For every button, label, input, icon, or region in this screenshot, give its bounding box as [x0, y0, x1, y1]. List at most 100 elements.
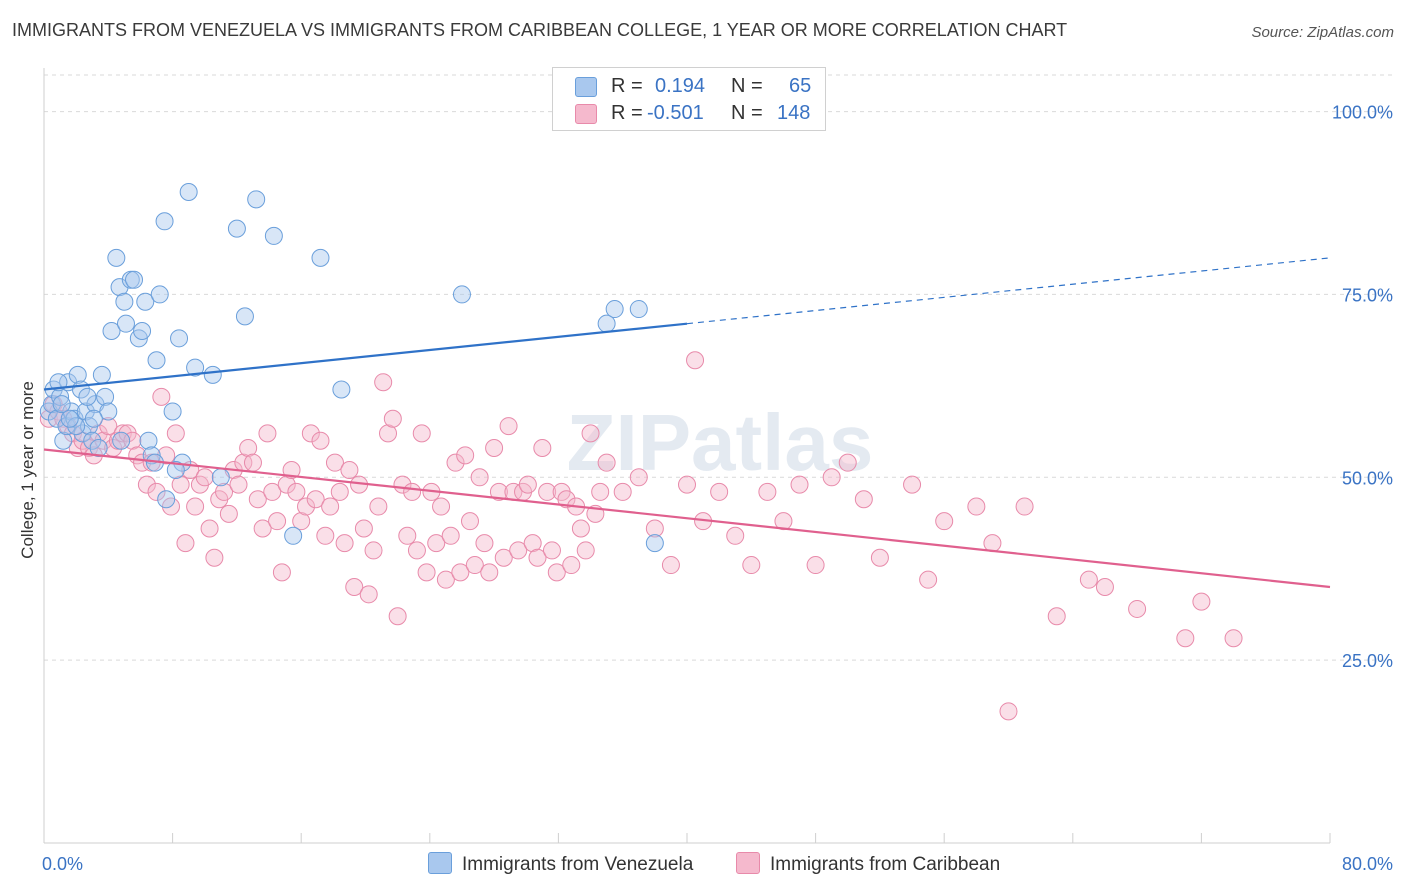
caribbean-point	[451, 563, 470, 582]
venezuela-point	[235, 307, 254, 326]
caribbean-point	[99, 417, 118, 436]
caribbean-point	[613, 482, 632, 501]
caribbean-point	[460, 512, 479, 531]
caribbean-point	[306, 490, 325, 509]
caribbean-point	[248, 490, 267, 509]
caribbean-point	[412, 424, 431, 443]
caribbean-point	[645, 519, 664, 538]
venezuela-point	[60, 409, 79, 428]
legend-r-label: R =	[611, 75, 643, 97]
watermark: ZIPatlas	[567, 398, 874, 487]
caribbean-point	[774, 512, 793, 531]
legend-n-value: 65	[789, 75, 812, 97]
caribbean-point	[200, 519, 219, 538]
legend-r-value: -0.501	[647, 102, 704, 124]
caribbean-point	[758, 482, 777, 501]
chart-title: IMMIGRANTS FROM VENEZUELA VS IMMIGRANTS …	[12, 20, 1068, 40]
caribbean-point	[316, 526, 335, 545]
venezuela-point	[83, 431, 102, 450]
venezuela-point	[89, 439, 108, 458]
caribbean-point	[335, 534, 354, 553]
caribbean-point	[369, 497, 388, 516]
caribbean-point	[571, 519, 590, 538]
y-tick-label: 25.0%	[1342, 651, 1393, 671]
caribbean-point	[806, 556, 825, 575]
venezuela-point	[147, 351, 166, 370]
caribbean-point	[499, 417, 518, 436]
caribbean-point	[557, 490, 576, 509]
venezuela-point	[186, 358, 205, 377]
caribbean-points	[39, 351, 1243, 721]
venezuela-point	[78, 387, 97, 406]
venezuela-point	[157, 490, 176, 509]
venezuela-point	[166, 460, 185, 479]
caribbean-point	[133, 453, 152, 472]
caribbean-point	[518, 475, 537, 494]
caribbean-point	[742, 556, 761, 575]
caribbean-point	[171, 475, 190, 494]
caribbean-point	[1176, 629, 1195, 648]
caribbean-point	[533, 439, 552, 458]
caribbean-point	[591, 482, 610, 501]
caribbean-point	[1095, 578, 1114, 596]
caribbean-point	[1015, 497, 1034, 516]
caribbean-point	[470, 468, 489, 487]
venezuela-point	[110, 278, 129, 297]
y-tick-label: 75.0%	[1342, 285, 1393, 305]
caribbean-point	[137, 475, 156, 494]
venezuela-point	[68, 365, 87, 384]
caribbean-point	[253, 519, 272, 538]
caribbean-point	[678, 475, 696, 494]
caribbean-point	[562, 556, 581, 575]
legend-r-value: 0.194	[655, 75, 706, 97]
venezuela-trend-line	[43, 322, 688, 391]
caribbean-point	[301, 424, 320, 443]
venezuela-point	[112, 431, 131, 450]
caribbean-point	[268, 512, 287, 531]
caribbean-point	[157, 446, 176, 465]
caribbean-point	[1192, 592, 1211, 611]
caribbean-point	[538, 482, 557, 501]
bottom-legend-label: Immigrants from Venezuela	[462, 854, 694, 875]
venezuela-point	[150, 285, 169, 304]
caribbean-point	[854, 490, 873, 509]
caribbean-point	[152, 387, 171, 406]
venezuela-point	[92, 365, 111, 384]
caribbean-point	[176, 534, 195, 553]
legend-r-label: R =	[611, 102, 643, 124]
venezuela-point	[629, 300, 648, 319]
bottom-swatch-venezuela	[428, 852, 452, 874]
caribbean-point	[686, 351, 705, 370]
bottom-swatch-caribbean	[736, 852, 760, 874]
venezuela-point	[139, 431, 158, 450]
caribbean-point	[321, 497, 340, 516]
caribbean-point	[1128, 599, 1147, 618]
caribbean-point	[838, 453, 857, 472]
caribbean-point	[494, 548, 513, 567]
venezuela-point	[227, 219, 246, 238]
venezuela-point	[102, 322, 121, 340]
caribbean-point	[147, 482, 166, 501]
caribbean-point	[345, 578, 364, 596]
y-axis-label: College, 1 year or more	[18, 381, 37, 559]
tick-labels: 25.0% 50.0% 75.0% 100.0% 0.0% 80.0%	[42, 103, 1393, 874]
caribbean-point	[272, 563, 291, 582]
y-tick-label: 100.0%	[1332, 103, 1393, 123]
caribbean-point	[364, 541, 383, 560]
caribbean-point	[509, 541, 528, 560]
legend-n-label: N =	[731, 102, 763, 124]
caribbean-trend-line	[43, 448, 1331, 589]
caribbean-point	[446, 453, 465, 472]
venezuela-point	[284, 526, 303, 545]
venezuela-point	[125, 270, 144, 289]
caribbean-point	[726, 526, 745, 545]
caribbean-point	[229, 475, 248, 494]
caribbean-point	[297, 497, 316, 516]
caribbean-point	[523, 534, 542, 553]
venezuela-point	[107, 248, 126, 267]
caribbean-point	[432, 497, 451, 516]
venezuela-point	[84, 409, 103, 428]
caribbean-point	[983, 534, 1002, 553]
caribbean-point	[547, 563, 566, 582]
